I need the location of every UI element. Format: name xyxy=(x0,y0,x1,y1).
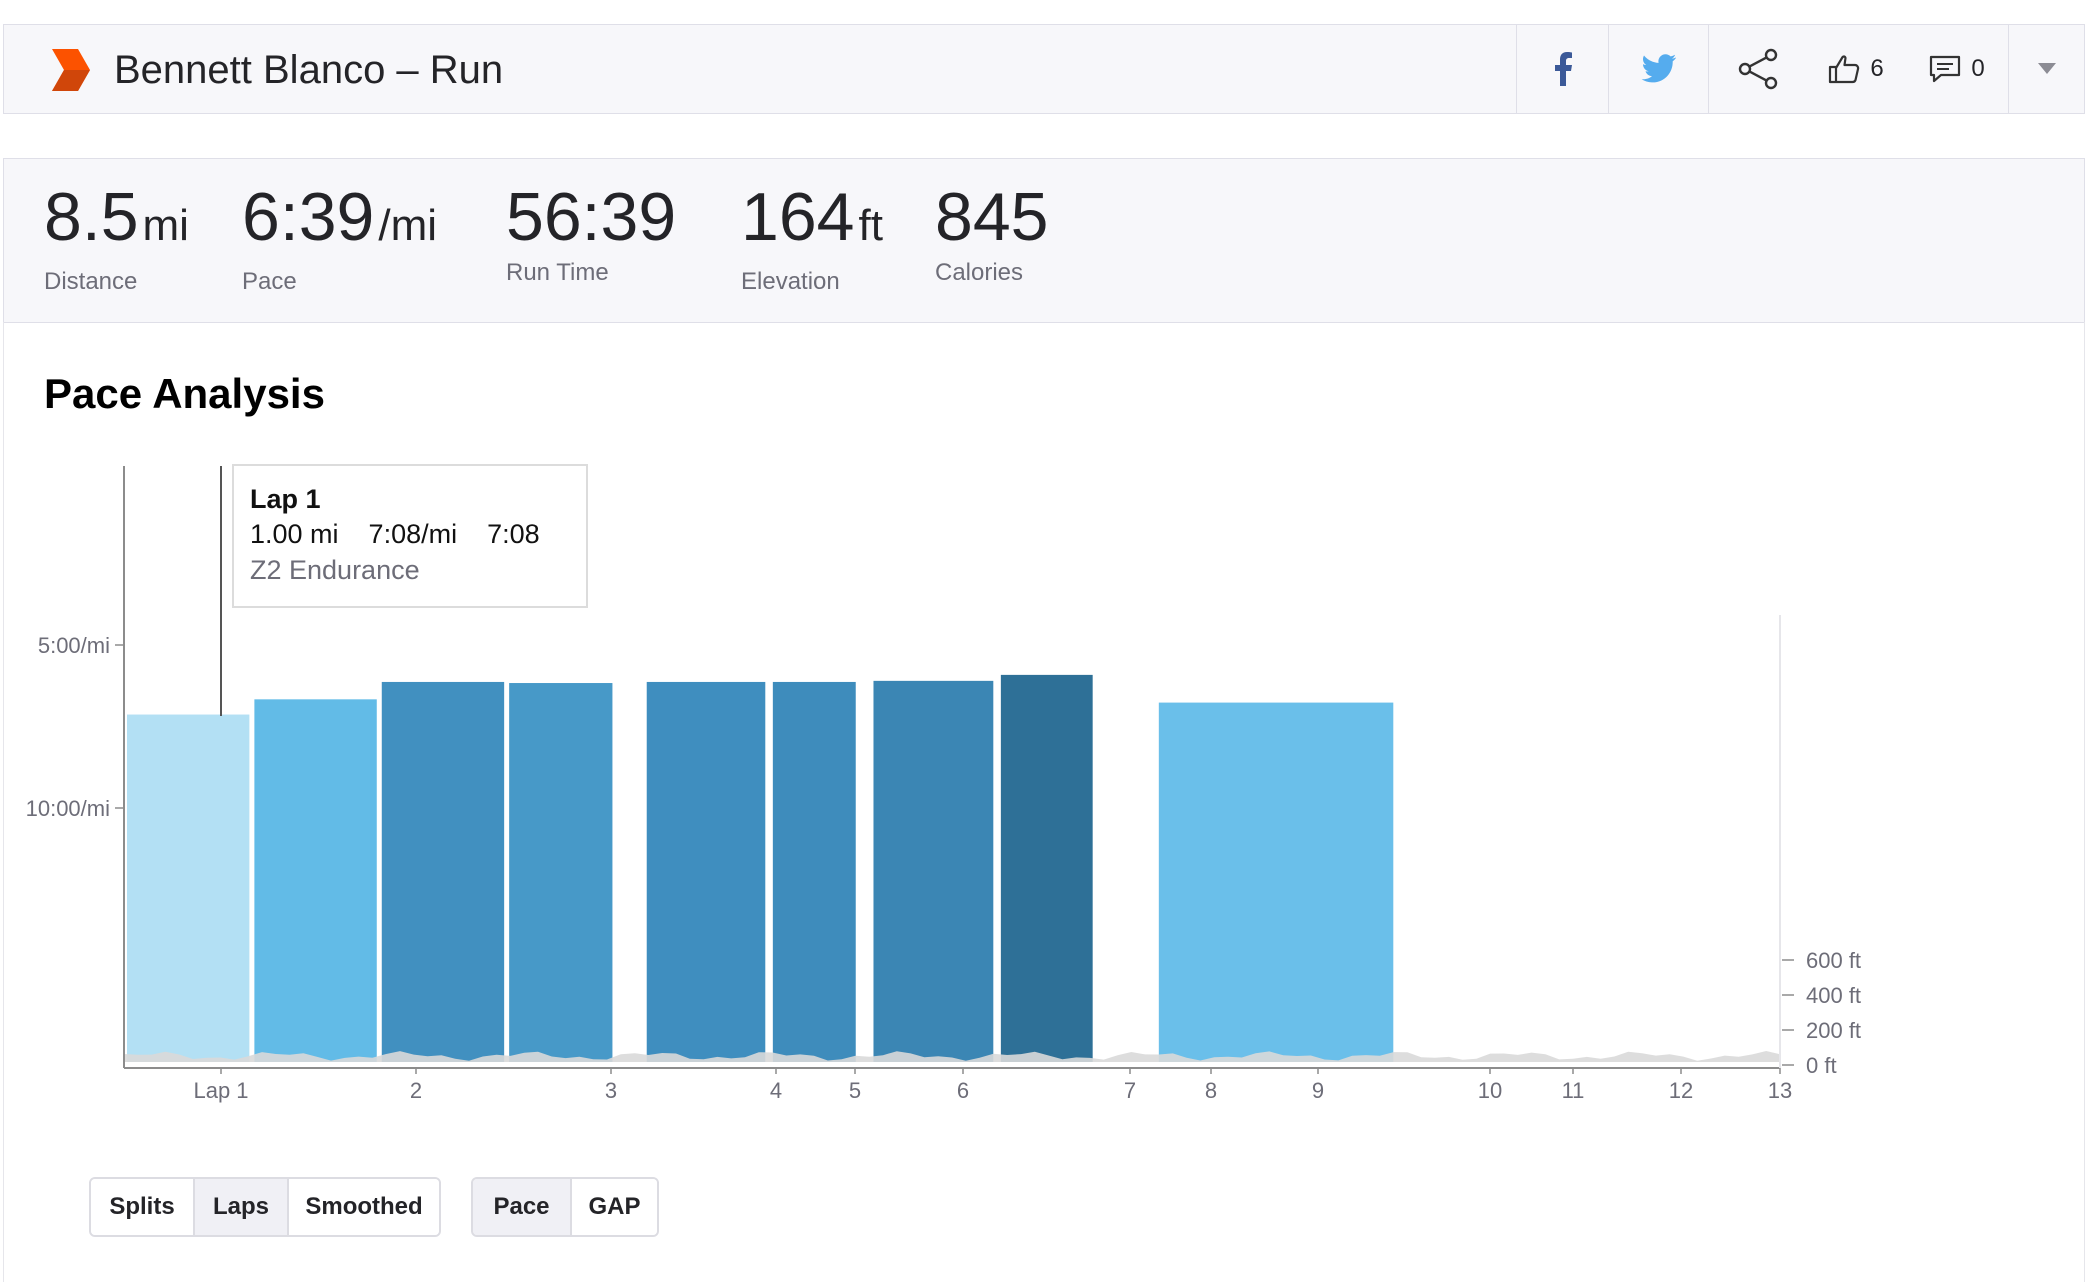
stat-elevation-value: 164 xyxy=(741,179,855,255)
elevation-tick-label: 0 ft xyxy=(1806,1053,1837,1078)
stat-calories-label: Calories xyxy=(935,259,1024,286)
x-tick-label: 9 xyxy=(1312,1078,1324,1103)
splits-button[interactable]: Splits xyxy=(91,1179,193,1235)
twitter-icon xyxy=(1641,54,1676,83)
x-tick-label: Lap 1 xyxy=(193,1078,248,1103)
tooltip-title: Lap 1 xyxy=(250,484,321,514)
lap-bar-7 xyxy=(873,680,994,1062)
x-tick-label: 6 xyxy=(957,1078,969,1103)
stat-elevation-label: Elevation xyxy=(741,268,840,295)
section-title: Pace Analysis xyxy=(44,370,325,417)
stat-distance-unit: mi xyxy=(142,201,189,250)
pace-tick-label: 10:00/mi xyxy=(26,796,110,821)
chart-axes: 5:00/mi 10:00/mi 600 ft 400 ft 200 ft 0 ft Lap… xyxy=(26,466,1861,1103)
pace-button[interactable]: Pace xyxy=(473,1179,570,1235)
share-icon xyxy=(1738,48,1777,90)
x-tick-label: 3 xyxy=(605,1078,617,1103)
elevation-area xyxy=(124,1051,1780,1062)
tooltip-distance: 1.00 mi xyxy=(250,519,339,549)
smoothed-button[interactable]: Smoothed xyxy=(287,1179,439,1235)
lap-bar-5 xyxy=(646,681,766,1062)
strava-logo[interactable] xyxy=(48,47,94,93)
x-tick-label: 8 xyxy=(1205,1078,1217,1103)
stats-strip: 8.5mi Distance 6:39/mi Pace 56:39 Run Ti… xyxy=(3,158,2085,323)
kudos-count: 6 xyxy=(1870,55,1884,82)
lap-bar-9 xyxy=(1158,702,1394,1062)
facebook-share-button[interactable] xyxy=(1516,25,1608,113)
pace-tick-label: 5:00/mi xyxy=(38,633,110,658)
lap-bars xyxy=(127,674,1394,1062)
page-title: Bennett Blanco – Run xyxy=(114,48,504,92)
lap-bar-8 xyxy=(1000,674,1093,1062)
comment-icon xyxy=(1930,55,1961,83)
x-tick-label: 10 xyxy=(1478,1078,1502,1103)
x-tick-label: 4 xyxy=(770,1078,782,1103)
tooltip-time: 7:08 xyxy=(487,519,540,549)
stat-run-time-value: 56:39 xyxy=(506,179,677,255)
twitter-share-button[interactable] xyxy=(1608,25,1708,113)
stat-distance-value: 8.5 xyxy=(44,179,139,255)
x-tick-label: 11 xyxy=(1562,1078,1585,1103)
stat-pace: 6:39/mi Pace xyxy=(242,177,437,296)
stat-run-time-label: Run Time xyxy=(506,259,609,286)
caret-down-icon xyxy=(2037,63,2056,74)
stat-calories: 845 Calories xyxy=(935,177,1048,287)
x-tick-label: 7 xyxy=(1124,1078,1136,1103)
kudos-button[interactable]: 6 xyxy=(1806,25,1906,113)
comments-count: 0 xyxy=(1971,55,1985,82)
stat-pace-unit: /mi xyxy=(378,201,438,250)
stat-distance-label: Distance xyxy=(44,268,138,295)
lap-bar-1 xyxy=(127,714,250,1062)
tooltip-pace: 7:08/mi xyxy=(368,519,458,549)
lap-tooltip: Lap 1 1.00 mi 7:08/mi 7:08 Z2 Endurance xyxy=(232,464,588,608)
view-toggle-group: Splits Laps Smoothed xyxy=(89,1177,441,1237)
more-actions-dropdown[interactable] xyxy=(2008,25,2084,113)
lap-bar-6 xyxy=(772,681,856,1062)
elevation-tick-label: 200 ft xyxy=(1806,1018,1861,1043)
pace-chart[interactable]: 5:00/mi 10:00/mi 600 ft 400 ft 200 ft 0 ft Lap… xyxy=(0,450,2094,1110)
stat-distance: 8.5mi Distance xyxy=(44,177,189,296)
content-panel xyxy=(3,322,2085,1282)
stat-elevation-unit: ft xyxy=(858,201,883,250)
lap-bar-2 xyxy=(254,699,377,1062)
facebook-icon xyxy=(1554,52,1572,86)
activity-header: Bennett Blanco – Run 6 0 xyxy=(3,24,2085,114)
lap-bar-4 xyxy=(509,683,613,1062)
gap-button[interactable]: GAP xyxy=(570,1179,657,1235)
stat-run-time: 56:39 Run Time xyxy=(506,177,676,287)
lap-bar-3 xyxy=(381,681,505,1062)
x-tick-label: 2 xyxy=(410,1078,422,1103)
share-button[interactable] xyxy=(1708,25,1806,113)
stat-elevation: 164ft Elevation xyxy=(741,177,883,296)
elevation-tick-label: 600 ft xyxy=(1806,948,1861,973)
stat-calories-value: 845 xyxy=(935,179,1049,255)
stat-pace-value: 6:39 xyxy=(242,179,375,255)
stat-pace-label: Pace xyxy=(242,268,297,295)
comments-button[interactable]: 0 xyxy=(1906,25,2008,113)
laps-button[interactable]: Laps xyxy=(193,1179,287,1235)
elevation-tick-label: 400 ft xyxy=(1806,983,1861,1008)
x-tick-label: 13 xyxy=(1768,1078,1792,1103)
tooltip-zone: Z2 Endurance xyxy=(250,555,420,585)
metric-toggle-group: Pace GAP xyxy=(471,1177,659,1237)
x-tick-label: 5 xyxy=(849,1078,861,1103)
x-tick-label: 12 xyxy=(1669,1078,1693,1103)
thumbs-up-icon xyxy=(1829,55,1860,84)
